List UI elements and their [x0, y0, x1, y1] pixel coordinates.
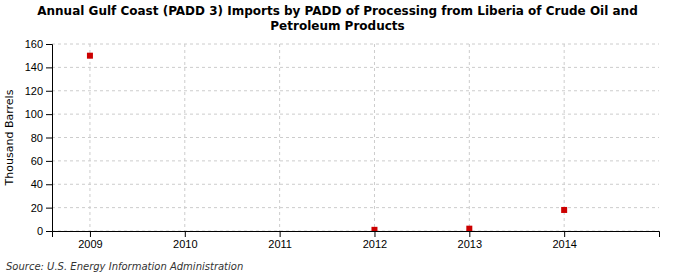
y-tick-label: 140	[25, 61, 43, 73]
y-tick: 60	[31, 155, 52, 167]
y-tick-label: 60	[31, 155, 43, 167]
x-tick-mark	[469, 231, 470, 237]
title: Annual Gulf Coast (PADD 3) Imports by PA…	[37, 4, 638, 33]
x-tick: 2011	[268, 231, 292, 250]
y-tick: 20	[31, 202, 52, 214]
x-tick-label: 2009	[78, 238, 102, 250]
y-tick: 0	[37, 225, 52, 237]
point	[87, 53, 93, 59]
y-tick-mark	[46, 67, 52, 68]
y-tick: 120	[25, 85, 52, 97]
x-grid-line	[374, 44, 375, 231]
title-line: Annual Gulf Coast (PADD 3) Imports by PA…	[37, 4, 638, 18]
y-grid-line	[52, 207, 659, 208]
y-axis: 0 20 40 60 80 100 120 140 160	[25, 38, 53, 237]
y-tick-mark	[46, 44, 52, 45]
x-tick-mark	[90, 231, 91, 237]
x-tick-mark	[564, 231, 565, 237]
x-tick-label: 2012	[363, 238, 387, 250]
x-tick-label: 2014	[552, 238, 576, 250]
y-grid-line	[52, 67, 659, 68]
y-tick-label: 40	[31, 178, 43, 190]
x-tick-label: 2010	[173, 238, 197, 250]
x-tick-label: 2011	[268, 238, 292, 250]
grid	[52, 44, 659, 231]
plot: 2009 2010 2011 2012 2013 2014 0 20 40 60 80 100 120 1…	[25, 38, 660, 250]
y-tick-label: 120	[25, 85, 43, 97]
x-tick: 2012	[363, 231, 387, 250]
annotation: Source: U.S. Energy Information Administ…	[6, 261, 243, 272]
y-grid-line	[52, 90, 659, 91]
y-grid-line	[52, 114, 659, 115]
y-tick: 100	[25, 108, 52, 120]
y-tick-label: 80	[31, 132, 43, 144]
x-tick-mark	[280, 231, 281, 237]
point	[561, 207, 567, 213]
y-tick-mark	[46, 161, 52, 162]
y-tick: 40	[31, 178, 52, 190]
x-grid-line	[279, 44, 280, 231]
y-grid-line	[52, 184, 659, 185]
x-tick: 2013	[458, 231, 482, 250]
x-axis-line	[53, 232, 660, 238]
y-grid-line	[52, 137, 659, 138]
x-tick-mark	[374, 231, 375, 237]
y-tick-label: 100	[25, 108, 43, 120]
y-tick-mark	[46, 91, 52, 92]
x-axis: 2009 2010 2011 2012 2013 2014	[53, 231, 660, 250]
y-axis-line	[46, 45, 53, 232]
y-tick-label: 20	[31, 202, 43, 214]
y-tick-mark	[46, 114, 52, 115]
point	[371, 227, 377, 231]
y-tick-mark	[46, 208, 52, 209]
chart: 2009 2010 2011 2012 2013 2014 0 20 40 60 80 100 120 1…	[0, 0, 675, 275]
x-tick-label: 2013	[458, 238, 482, 250]
y-axis-label: Thousand Barrels	[3, 89, 16, 186]
y-grid-line	[52, 44, 659, 45]
y-tick-label: 160	[25, 38, 43, 50]
x-tick: 2014	[552, 231, 576, 250]
y-tick-mark	[46, 138, 52, 139]
y-grid-line	[52, 160, 659, 161]
y-tick: 140	[25, 61, 52, 73]
title-line: Petroleum Products	[270, 19, 404, 33]
x-tick-mark	[185, 231, 186, 237]
y-tick-label: 0	[37, 225, 43, 237]
x-tick: 2010	[173, 231, 197, 250]
y-tick: 160	[25, 38, 52, 50]
y-tick-mark	[46, 184, 52, 185]
y-tick: 80	[31, 132, 52, 144]
y-tick-mark	[46, 231, 52, 232]
x-tick: 2009	[78, 231, 102, 250]
points	[87, 53, 567, 231]
point	[466, 226, 472, 231]
